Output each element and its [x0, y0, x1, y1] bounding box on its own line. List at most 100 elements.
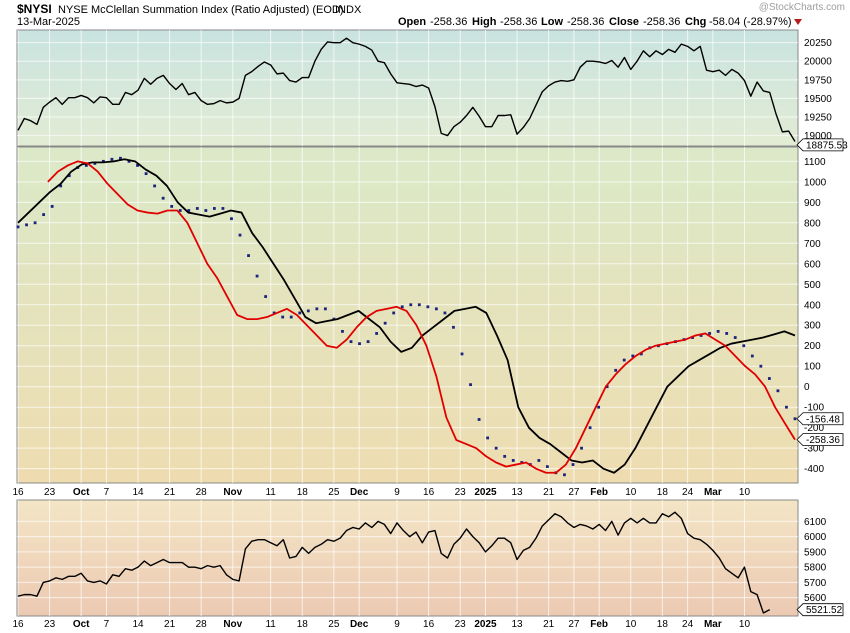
dot-point: [144, 172, 148, 176]
x-tick-label: 21: [543, 487, 555, 498]
dot-point: [639, 352, 643, 356]
dot-point: [434, 307, 438, 311]
dot-point: [315, 307, 319, 311]
low-label: Low: [541, 16, 563, 28]
y-tick-label: -100: [804, 403, 824, 414]
x-tick-label: 18: [657, 619, 669, 630]
y-tick-label: 19250: [804, 113, 832, 124]
y-tick-label: 400: [804, 300, 821, 311]
watermark: @StockCharts.com: [759, 2, 845, 13]
x-tick-label: 16: [12, 619, 24, 630]
dot-point: [392, 311, 396, 315]
dot-point: [545, 465, 549, 469]
x-tick-label: 14: [132, 619, 144, 630]
y-tick-label: 800: [804, 218, 821, 229]
dot-point: [264, 295, 268, 298]
x-tick-label: 16: [423, 619, 435, 630]
y-tick-label: 19000: [804, 131, 832, 142]
x-tick-label: Nov: [223, 619, 242, 630]
x-tick-label: 2025: [474, 619, 497, 630]
y-tick-label: -200: [804, 423, 824, 434]
x-tick-label: 9: [394, 487, 400, 498]
dot-point: [469, 383, 472, 387]
x-axis-labels: 16 16 23 23 Oct Oct 7 7 14 14 21 21 28 28 Nov Nov 11 11 18…: [12, 487, 750, 630]
y-tick-label: 20000: [804, 57, 832, 68]
dot-point: [289, 315, 293, 319]
y-tick-label: 100: [804, 362, 821, 373]
x-tick-label: 14: [132, 487, 144, 498]
dot-point: [212, 207, 216, 210]
chg-value: -58.04 (-28.97%): [709, 16, 792, 28]
x-tick-label: 10: [739, 487, 751, 498]
last-value-tag-top: 18875.53: [796, 138, 848, 151]
dot-point: [443, 311, 447, 315]
x-tick-label: 23: [44, 619, 56, 630]
dot-point: [375, 332, 379, 335]
symbol-label: $NYSI: [17, 2, 52, 16]
y-tick-label: 300: [804, 321, 821, 332]
y-tick-label: 5800: [804, 563, 827, 574]
x-tick-label: 11: [265, 487, 276, 498]
y-tick-label: 5600: [804, 593, 827, 604]
last-value-tag-middle-black: -156.48: [796, 412, 844, 425]
x-tick-label: Oct: [73, 619, 90, 630]
x-tick-label: 21: [164, 487, 176, 498]
dot-point: [238, 233, 242, 237]
dot-point: [16, 225, 20, 229]
x-tick-label: 24: [682, 619, 694, 630]
open-label: Open: [398, 16, 426, 28]
dot-point: [452, 325, 455, 329]
close-label: Close: [609, 16, 639, 28]
x-tick-label: 18: [657, 487, 669, 498]
series-line-top: [17, 37, 796, 142]
dot-point: [42, 213, 46, 217]
last-value-labels: 18875.53 -156.48 -258.36 5521.52: [796, 138, 848, 616]
x-tick-label: Feb: [590, 487, 608, 498]
y-tick-label: 19500: [804, 94, 832, 105]
dot-point: [341, 329, 344, 333]
x-tick-label: Oct: [73, 487, 90, 498]
dot-point: [195, 207, 199, 210]
close-value: -258.36: [643, 16, 680, 28]
dot-point: [178, 209, 182, 212]
dot-point: [204, 209, 208, 212]
y-tick-label: -400: [804, 464, 824, 475]
dot-point: [170, 205, 174, 208]
dot-point: [153, 184, 157, 188]
dot-point: [622, 358, 626, 362]
dot-point: [563, 473, 566, 477]
date-label: 13-Mar-2025: [17, 16, 80, 28]
dot-point: [426, 305, 430, 309]
dot-point: [793, 417, 797, 421]
last-value-tag-bottom: 5521.52: [796, 603, 844, 616]
dot-point: [409, 303, 413, 307]
x-tick-label: 21: [543, 619, 555, 630]
x-tick-label: 28: [196, 619, 208, 630]
dot-point: [716, 329, 720, 333]
x-tick-label: 16: [12, 487, 24, 498]
dot-point: [230, 217, 233, 221]
x-tick-label: 10: [625, 619, 637, 630]
x-tick-label: 24: [682, 487, 694, 498]
x-tick-label: 27: [568, 487, 580, 498]
dot-point: [93, 161, 97, 165]
dot-point: [255, 274, 259, 278]
dot-point: [537, 459, 541, 462]
x-tick-label: 23: [455, 487, 467, 498]
y-tick-label: 6100: [804, 517, 827, 528]
x-tick-label: 13: [511, 487, 523, 498]
x-tick-label: 10: [625, 487, 637, 498]
dot-point: [776, 389, 780, 393]
dot-point: [298, 311, 302, 315]
dot-point: [358, 342, 361, 346]
dot-point: [59, 184, 63, 188]
dot-point: [699, 334, 703, 337]
y-tick-label: 20250: [804, 38, 832, 49]
high-value: -258.36: [500, 16, 537, 28]
dot-point: [785, 405, 788, 409]
dot-point: [161, 196, 165, 200]
chart-header: $NYSI NYSE McClellan Summation Index (Ra…: [17, 2, 845, 28]
dot-point: [101, 159, 105, 163]
dot-point: [110, 157, 114, 161]
x-tick-label: 7: [104, 487, 110, 498]
